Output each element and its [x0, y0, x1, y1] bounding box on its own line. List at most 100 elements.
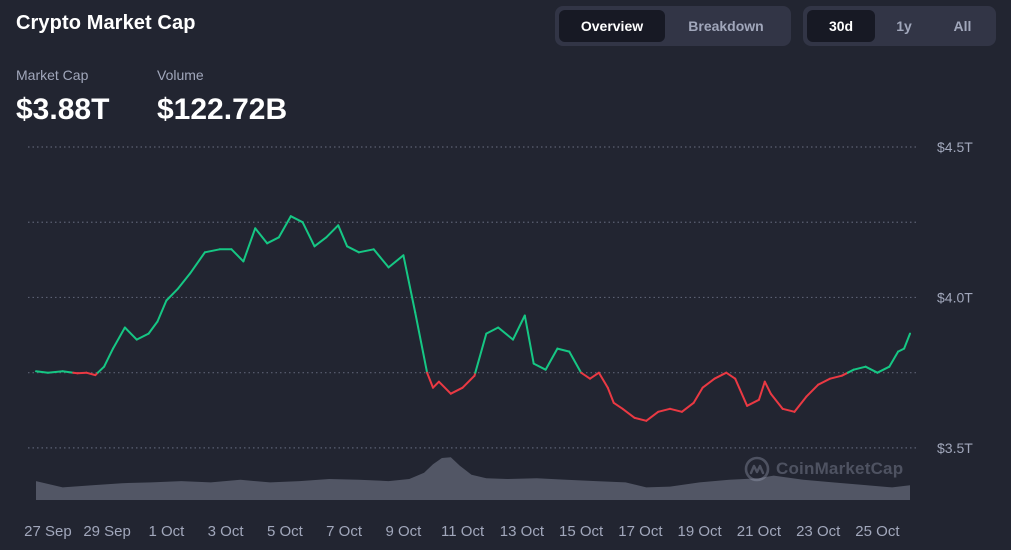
- price-line-segment: [621, 407, 636, 419]
- price-line-segment: [135, 332, 150, 341]
- price-line-segment: [112, 326, 126, 350]
- range-1y-button[interactable]: 1y: [896, 18, 912, 34]
- price-line-segment: [701, 377, 716, 389]
- price-line-segment: [230, 248, 245, 263]
- price-line-segment: [437, 380, 452, 395]
- price-line-segment: [532, 362, 547, 371]
- price-line-segment: [46, 370, 64, 374]
- price-line-segment: [763, 380, 772, 395]
- price-line-segment: [96, 365, 106, 374]
- price-line-segment: [61, 370, 75, 374]
- price-line-segment: [692, 386, 704, 404]
- price-line-segment: [432, 380, 440, 389]
- price-line-segment: [876, 365, 891, 374]
- price-line-segment: [485, 326, 500, 335]
- overview-tab[interactable]: Overview: [559, 10, 665, 42]
- price-line-segment: [713, 371, 728, 380]
- market-cap-value: $3.88T: [16, 93, 110, 126]
- price-line-segment: [325, 224, 340, 239]
- price-line-segment: [864, 365, 879, 374]
- market-cap-stat: Market Cap $3.88T: [16, 67, 109, 127]
- x-tick-label: 5 Oct: [267, 523, 304, 540]
- x-tick-label: 13 Oct: [500, 523, 545, 540]
- price-line-segment: [746, 398, 760, 407]
- price-line-segment: [852, 365, 867, 371]
- price-line-segment: [85, 371, 97, 377]
- price-line-segment: [156, 299, 168, 323]
- y-tick-label: $3.5T: [937, 440, 973, 456]
- x-tick-label: 7 Oct: [326, 523, 363, 540]
- price-line-segment: [337, 224, 349, 248]
- volume-stat: Volume $122.72B: [157, 67, 287, 127]
- price-line-segment: [103, 347, 114, 368]
- price-line-segment: [645, 410, 660, 422]
- price-line-segment: [757, 380, 766, 401]
- price-line-segment: [805, 383, 820, 398]
- price-line-segment: [568, 350, 583, 374]
- price-line-segment: [289, 215, 304, 224]
- price-line-segment: [76, 371, 88, 375]
- price-line-segment: [903, 332, 911, 350]
- market-cap-label: Market Cap: [16, 67, 89, 83]
- x-tick-label: 29 Sep: [83, 523, 131, 540]
- price-line-segment: [346, 245, 360, 254]
- x-tick-label: 1 Oct: [148, 523, 185, 540]
- price-line-segment: [301, 221, 316, 248]
- x-tick-label: 11 Oct: [441, 523, 485, 540]
- price-line-segment: [387, 254, 405, 269]
- price-line-segment: [165, 287, 180, 302]
- price-line-segment: [426, 371, 434, 389]
- y-tick-label: $4.5T: [937, 139, 973, 155]
- price-line-segment: [556, 347, 571, 353]
- price-line-segment: [449, 386, 464, 395]
- volume-area: [36, 457, 910, 500]
- price-line-segment: [461, 374, 476, 389]
- price-line-segment: [402, 254, 417, 314]
- price-line-segment: [254, 227, 269, 245]
- price-line-segment: [203, 248, 221, 254]
- price-line-segment: [769, 392, 784, 410]
- price-line-segment: [829, 374, 843, 380]
- price-line-segment: [840, 371, 849, 377]
- price-line-segment: [680, 401, 695, 413]
- price-line-segment: [512, 314, 526, 341]
- price-line-segment: [612, 401, 624, 410]
- price-line-segment: [35, 370, 49, 374]
- x-tick-label: 9 Oct: [385, 523, 422, 540]
- volume-label: Volume: [157, 67, 204, 83]
- price-line-segment: [817, 377, 831, 386]
- price-line-segment: [669, 407, 683, 413]
- x-tick-label: 23 Oct: [796, 523, 841, 540]
- price-line-segment: [657, 407, 671, 413]
- price-line-segment: [474, 332, 488, 374]
- price-line-segment: [523, 314, 535, 365]
- price-line-segment: [606, 386, 615, 404]
- range-toggle: 30d 1y All: [803, 6, 996, 46]
- price-line-segment: [372, 248, 390, 269]
- watermark: CoinMarketCap: [744, 456, 903, 482]
- x-tick-label: 15 Oct: [559, 523, 604, 540]
- price-line-segment: [781, 407, 796, 413]
- price-line-segment: [123, 326, 138, 341]
- price-line-segment: [888, 350, 900, 368]
- x-tick-label: 25 Oct: [855, 523, 900, 540]
- range-all-button[interactable]: All: [953, 18, 972, 34]
- price-line-segment: [177, 272, 192, 290]
- range-30d-button[interactable]: 30d: [807, 10, 875, 42]
- price-line-segment: [589, 371, 600, 380]
- price-line-segment: [313, 236, 328, 248]
- x-tick-label: 19 Oct: [678, 523, 723, 540]
- x-tick-label: 17 Oct: [618, 523, 663, 540]
- price-line-segment: [414, 311, 429, 374]
- price-line-segment: [242, 227, 257, 263]
- price-line-segment: [277, 215, 292, 239]
- price-line-segment: [846, 368, 855, 374]
- volume-value: $122.72B: [157, 93, 288, 126]
- price-line-segment: [734, 377, 749, 407]
- price-line-segment: [793, 395, 808, 413]
- breakdown-tab[interactable]: Breakdown: [688, 18, 764, 34]
- price-line-segment: [597, 371, 609, 389]
- price-line-segment: [497, 326, 514, 341]
- price-line-segment: [357, 248, 375, 254]
